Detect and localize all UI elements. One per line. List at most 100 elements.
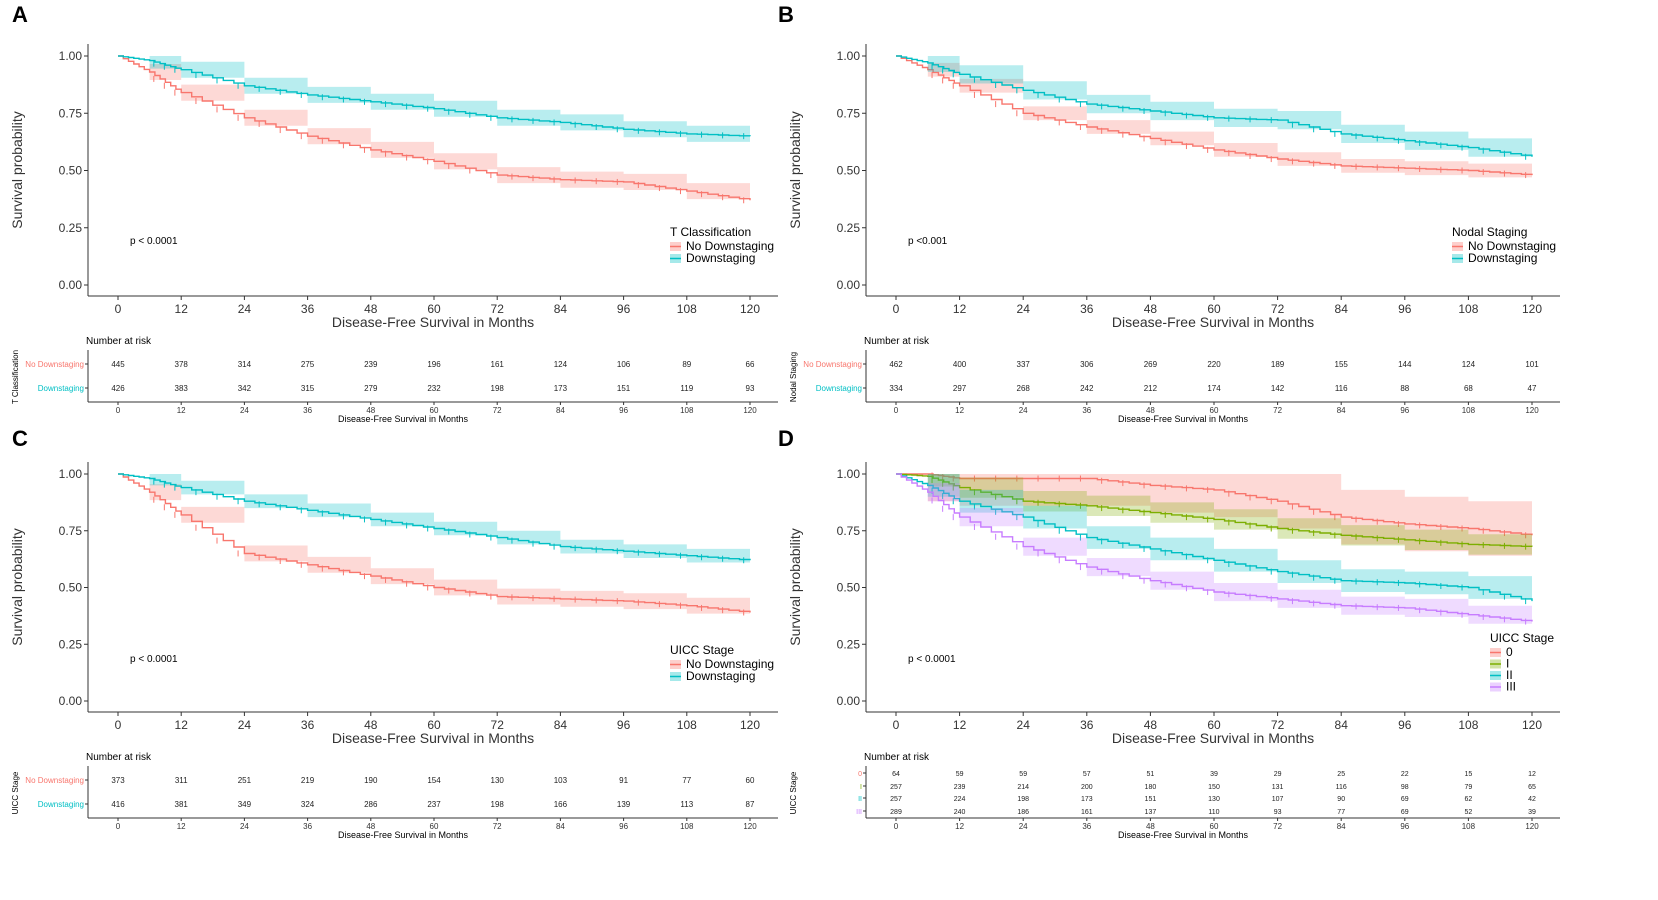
risk-x-tick-label: 0 [894, 406, 899, 415]
risk-count: 87 [746, 800, 755, 809]
risk-x-tick-label: 12 [955, 406, 964, 415]
risk-x-tick-label: 96 [1400, 822, 1409, 831]
risk-count: 232 [427, 384, 441, 393]
risk-count: 98 [1401, 784, 1409, 791]
risk-count: 373 [111, 776, 125, 785]
risk-count: 237 [427, 800, 441, 809]
risk-count: 462 [889, 360, 903, 369]
risk-x-tick-label: 36 [303, 822, 312, 831]
risk-count: 103 [554, 776, 568, 785]
confidence-band [896, 474, 1532, 563]
risk-count: 275 [301, 360, 315, 369]
panel-d: D 0.00 0.25 0.50 0.75 1.00 0 12 24 36 48 60 72 84 96 10… [778, 426, 1560, 840]
risk-x-tick-label: 12 [177, 406, 186, 415]
legend-title: UICC Stage [1490, 631, 1554, 645]
risk-x-title: Disease-Free Survival in Months [338, 830, 469, 840]
risk-table-title: Number at risk [864, 336, 930, 347]
risk-x-tick-label: 72 [1273, 822, 1282, 831]
risk-count: 68 [1464, 384, 1473, 393]
x-tick-label: 60 [427, 718, 441, 732]
risk-y-title: Nodal Staging [789, 352, 798, 402]
p-value: p < 0.0001 [130, 236, 178, 247]
x-tick-label: 0 [115, 302, 122, 316]
risk-x-tick-label: 84 [556, 822, 565, 831]
risk-count: 161 [1081, 809, 1093, 816]
risk-count: 286 [364, 800, 378, 809]
risk-count: 119 [680, 384, 693, 393]
risk-count: 116 [1336, 784, 1347, 791]
x-axis-title: Disease-Free Survival in Months [332, 730, 534, 746]
y-tick-label: 0.75 [59, 106, 83, 120]
survival-curve [896, 473, 1533, 622]
confidence-band [896, 474, 1532, 613]
risk-count: 426 [111, 384, 125, 393]
x-tick-label: 96 [1398, 718, 1412, 732]
x-tick-label: 60 [1207, 718, 1221, 732]
p-value: p < 0.0001 [130, 654, 178, 665]
x-tick-label: 96 [617, 718, 631, 732]
risk-count: 154 [427, 776, 441, 785]
risk-count: 198 [491, 384, 505, 393]
risk-count: 52 [1465, 809, 1473, 816]
risk-count: 47 [1528, 384, 1537, 393]
x-tick-label: 108 [1458, 718, 1478, 732]
risk-count: 12 [1528, 771, 1536, 778]
risk-count: 220 [1207, 360, 1221, 369]
panel-letter: A [12, 2, 28, 27]
risk-row-label: I [860, 784, 862, 791]
x-tick-label: 48 [1144, 718, 1158, 732]
risk-count: 174 [1207, 384, 1221, 393]
risk-x-tick-label: 84 [1337, 822, 1346, 831]
series-downstaging [118, 55, 751, 145]
risk-count: 383 [175, 384, 189, 393]
risk-x-tick-label: 60 [430, 822, 439, 831]
risk-count: 65 [1528, 784, 1536, 791]
risk-count: 251 [238, 776, 252, 785]
series-0 [896, 472, 1533, 563]
risk-count: 198 [1017, 796, 1029, 803]
risk-x-tick-label: 36 [1082, 406, 1091, 415]
risk-y-title: UICC Stage [11, 771, 20, 814]
risk-y-title: UICC Stage [789, 771, 798, 814]
risk-count: 101 [1525, 360, 1539, 369]
series-downstaging [896, 55, 1533, 166]
risk-count: 15 [1465, 771, 1473, 778]
risk-x-tick-label: 84 [1337, 406, 1346, 415]
risk-table-title: Number at risk [86, 752, 152, 763]
risk-count: 239 [364, 360, 378, 369]
confidence-band [118, 56, 750, 145]
risk-x-tick-label: 48 [1146, 822, 1155, 831]
y-tick-label: 0.50 [837, 164, 861, 178]
y-tick-label: 0.00 [59, 278, 83, 292]
x-axis-title: Disease-Free Survival in Months [332, 314, 534, 330]
panel-letter: B [778, 2, 794, 27]
risk-count: 214 [1017, 784, 1029, 791]
risk-count: 62 [1465, 796, 1473, 803]
risk-x-tick-label: 24 [240, 406, 249, 415]
risk-count: 39 [1528, 809, 1536, 816]
risk-count: 173 [554, 384, 568, 393]
risk-x-tick-label: 60 [430, 406, 439, 415]
risk-row-label: No Downstaging [803, 360, 862, 369]
risk-x-title: Disease-Free Survival in Months [1118, 830, 1249, 840]
series-no-downstaging [118, 473, 751, 621]
risk-count: 198 [491, 800, 505, 809]
risk-row-label: No Downstaging [25, 360, 84, 369]
legend-title: UICC Stage [670, 643, 734, 657]
panel-b: B 0.00 0.25 0.50 0.75 1.00 0 12 24 36 48 60 72 84 96 10… [778, 2, 1560, 424]
risk-count: 124 [1462, 360, 1476, 369]
risk-count: 257 [890, 796, 902, 803]
x-tick-label: 96 [617, 302, 631, 316]
x-tick-label: 120 [740, 718, 760, 732]
x-tick-label: 108 [1458, 302, 1478, 316]
survival-curve [896, 55, 1533, 176]
risk-table-title: Number at risk [86, 336, 152, 347]
risk-count: 110 [1208, 809, 1219, 816]
risk-y-title: T Classification [11, 350, 20, 404]
y-tick-label: 0.75 [837, 106, 861, 120]
confidence-band [896, 56, 1532, 166]
risk-x-tick-label: 120 [1525, 406, 1539, 415]
risk-x-tick-label: 96 [1400, 406, 1409, 415]
legend-label: No Downstaging [686, 239, 774, 253]
risk-count: 224 [954, 796, 966, 803]
